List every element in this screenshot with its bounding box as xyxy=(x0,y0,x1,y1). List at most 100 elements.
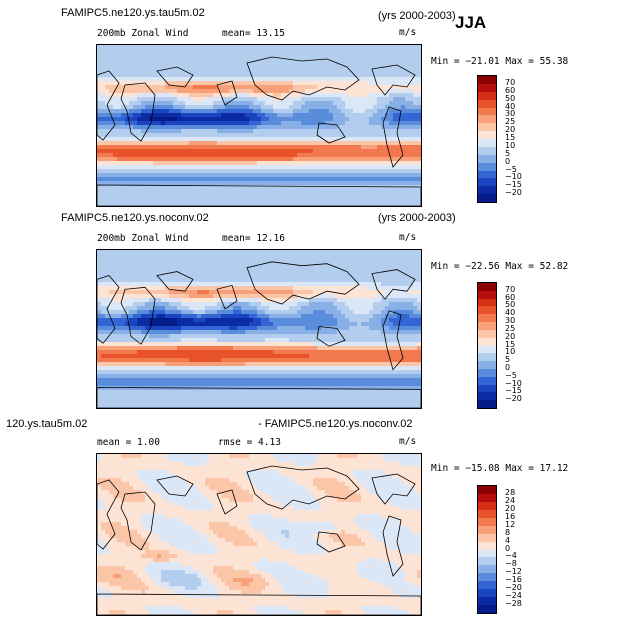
field-cell xyxy=(185,189,189,193)
field-cell xyxy=(265,262,269,266)
field-cell xyxy=(325,169,329,173)
field-cell xyxy=(265,306,269,310)
field-cell xyxy=(281,270,285,274)
field-cell xyxy=(353,185,357,189)
field-cell xyxy=(225,189,229,193)
field-cell xyxy=(101,165,105,169)
field-cell xyxy=(361,193,365,197)
field-cell xyxy=(229,173,233,177)
field-cell xyxy=(313,258,317,262)
field-cell xyxy=(409,262,413,266)
field-cell xyxy=(237,266,241,270)
field-cell xyxy=(329,113,333,117)
field-cell xyxy=(293,189,297,193)
field-cell xyxy=(389,93,393,97)
field-cell xyxy=(117,177,121,181)
field-cell xyxy=(265,109,269,113)
field-cell xyxy=(417,73,421,77)
field-cell xyxy=(141,77,145,81)
field-cell xyxy=(177,97,181,101)
field-cell xyxy=(329,73,333,77)
field-cell xyxy=(353,109,357,113)
field-cell xyxy=(289,306,293,310)
field-cell xyxy=(129,109,133,113)
field-cell xyxy=(105,153,109,157)
field-cell xyxy=(325,294,329,298)
field-cell xyxy=(109,89,113,93)
field-cell xyxy=(409,109,413,113)
field-cell xyxy=(257,254,261,258)
field-cell xyxy=(253,266,257,270)
field-cell xyxy=(365,193,369,197)
field-cell xyxy=(197,169,201,173)
field-cell xyxy=(157,117,161,121)
field-cell xyxy=(277,173,281,177)
field-cell xyxy=(153,262,157,266)
field-cell xyxy=(209,145,213,149)
field-cell xyxy=(325,65,329,69)
field-cell xyxy=(237,113,241,117)
field-cell xyxy=(405,113,409,117)
field-cell xyxy=(125,169,129,173)
field-cell xyxy=(305,326,309,330)
field-cell xyxy=(257,129,261,133)
field-cell xyxy=(253,145,257,149)
field-cell xyxy=(189,73,193,77)
field-cell xyxy=(405,61,409,65)
field-cell xyxy=(345,165,349,169)
field-cell xyxy=(205,65,209,69)
field-cell xyxy=(361,141,365,145)
field-cell xyxy=(169,81,173,85)
field-cell xyxy=(209,322,213,326)
field-cell xyxy=(185,205,189,206)
field-cell xyxy=(149,109,153,113)
field-cell xyxy=(117,161,121,165)
field-cell xyxy=(357,109,361,113)
field-cell xyxy=(393,113,397,117)
field-cell xyxy=(185,141,189,145)
field-cell xyxy=(165,302,169,306)
field-cell xyxy=(169,193,173,197)
field-cell xyxy=(217,205,221,206)
field-cell xyxy=(373,105,377,109)
field-cell xyxy=(221,45,225,49)
field-cell xyxy=(317,125,321,129)
field-cell xyxy=(285,282,289,286)
field-cell xyxy=(221,49,225,53)
field-cell xyxy=(125,153,129,157)
field-cell xyxy=(101,290,105,294)
field-cell xyxy=(337,85,341,89)
field-cell xyxy=(269,254,273,258)
field-cell xyxy=(305,201,309,205)
field-cell xyxy=(201,266,205,270)
field-cell xyxy=(349,97,353,101)
field-cell xyxy=(337,294,341,298)
field-cell xyxy=(273,193,277,197)
field-cell xyxy=(157,105,161,109)
field-cell xyxy=(393,125,397,129)
field-cell xyxy=(329,161,333,165)
field-cell xyxy=(141,266,145,270)
field-cell xyxy=(265,113,269,117)
field-cell xyxy=(381,250,385,254)
field-cell xyxy=(169,197,173,201)
field-cell xyxy=(149,161,153,165)
field-cell xyxy=(353,133,357,137)
field-cell xyxy=(189,101,193,105)
field-cell xyxy=(149,262,153,266)
field-cell xyxy=(393,201,397,205)
field-cell xyxy=(213,153,217,157)
field-cell xyxy=(349,254,353,258)
field-cell xyxy=(245,270,249,274)
field-cell xyxy=(201,137,205,141)
field-cell xyxy=(357,161,361,165)
field-cell xyxy=(241,205,245,206)
field-cell xyxy=(321,270,325,274)
field-cell xyxy=(217,302,221,306)
field-cell xyxy=(273,117,277,121)
field-cell xyxy=(133,109,137,113)
field-cell xyxy=(117,77,121,81)
field-cell xyxy=(185,270,189,274)
field-cell xyxy=(261,254,265,258)
field-cell xyxy=(109,322,113,326)
